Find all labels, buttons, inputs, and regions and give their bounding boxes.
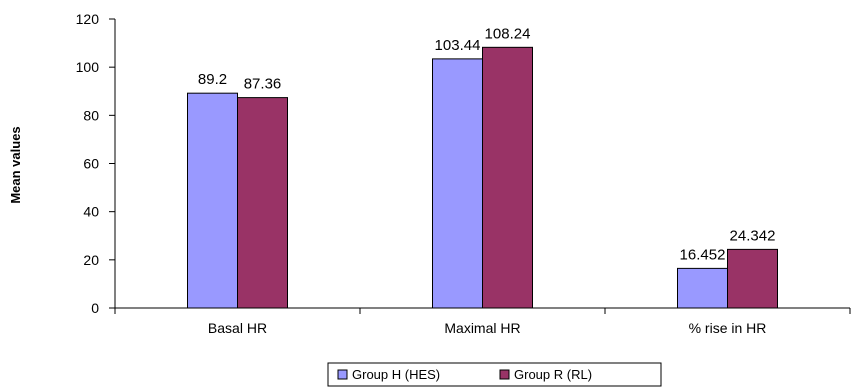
y-tick-label: 0: [91, 300, 99, 316]
legend-swatch: [337, 369, 348, 380]
legend-box: [327, 362, 662, 387]
x-category-label: Basal HR: [208, 320, 267, 336]
bar-value-label: 103.44: [435, 37, 481, 54]
y-tick-label: 20: [83, 252, 99, 268]
y-tick-label: 100: [76, 59, 100, 75]
bar: [727, 248, 778, 309]
data-labels: 89.2 103.44 16.452 87.36 108.24 24.342: [198, 25, 776, 263]
bar-value-label: 108.24: [485, 25, 531, 42]
x-category-label: Maximal HR: [444, 320, 520, 336]
y-axis-label: Mean values: [8, 126, 23, 203]
y-tick-label: 60: [83, 156, 99, 172]
legend-swatch: [499, 369, 510, 380]
legend: Group H (HES) Group R (RL): [327, 362, 662, 387]
bar: [677, 267, 728, 309]
bar: [432, 58, 483, 309]
legend-label: Group H (HES): [352, 367, 440, 382]
legend-label: Group R (RL): [514, 367, 592, 382]
x-category-label: % rise in HR: [689, 320, 767, 336]
bar: [187, 92, 238, 309]
x-axis: Basal HR Maximal HR % rise in HR: [114, 307, 851, 336]
bars: [187, 46, 778, 309]
bar: [237, 97, 288, 309]
bar-value-label: 89.2: [198, 71, 227, 88]
y-tick-label: 80: [83, 107, 99, 123]
bar-value-label: 24.342: [730, 227, 776, 244]
y-tick-label: 120: [76, 11, 100, 27]
y-axis-ticks: 0 20 40 60 80 100 120: [76, 11, 116, 316]
y-tick-label: 40: [83, 204, 99, 220]
bar-value-label: 16.452: [680, 246, 726, 263]
bar: [482, 46, 533, 309]
bar-value-label: 87.36: [244, 76, 282, 93]
